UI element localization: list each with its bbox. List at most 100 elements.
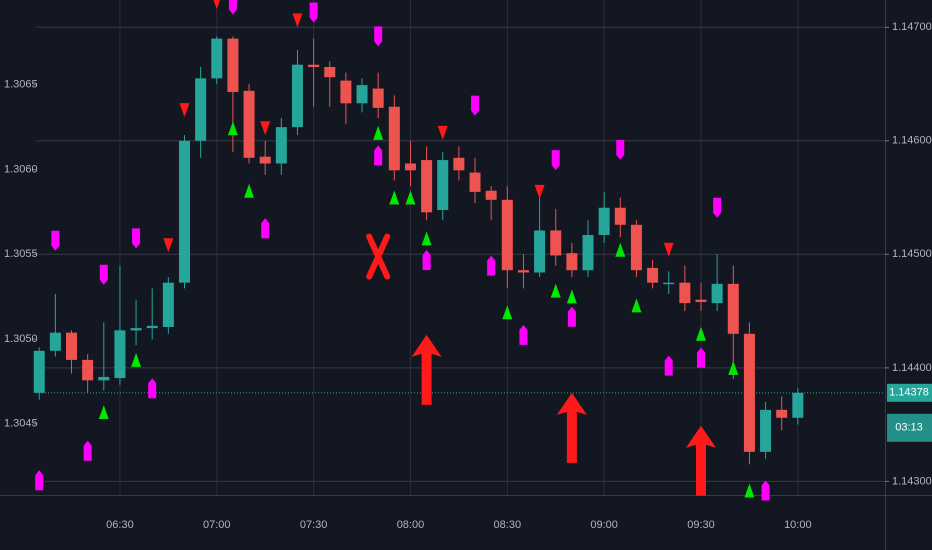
buy-signal [421, 231, 432, 246]
candle-body [275, 127, 287, 164]
pin-signal [35, 470, 44, 491]
candle-body [727, 283, 739, 334]
sell-signal [292, 13, 303, 28]
pin-signal [471, 95, 480, 116]
buy-signal [389, 190, 400, 205]
candle-body [517, 270, 529, 273]
x-tick-label: 07:30 [300, 519, 328, 531]
candle-body [372, 88, 384, 108]
y2-tick-label: 1.3050 [4, 333, 38, 345]
y-tick-label: 1.14600 [892, 135, 932, 147]
cross-signal [366, 233, 391, 280]
candle-body [340, 80, 352, 104]
candle-body [66, 332, 78, 360]
candle-body [550, 230, 562, 256]
candle-body [469, 172, 481, 192]
sell-signal [213, 0, 221, 10]
candle-body [162, 282, 174, 327]
candle-body [501, 199, 513, 271]
candle-body [566, 253, 578, 271]
x-tick-label: 08:00 [397, 519, 425, 531]
pin-signal [696, 347, 705, 368]
pin-signal [713, 197, 722, 218]
y2-tick-label: 1.3065 [4, 79, 38, 91]
y2-tick-label: 1.3060 [4, 163, 38, 175]
pin-signal [148, 378, 157, 399]
candle-body [98, 376, 110, 381]
buy-signal [566, 289, 577, 304]
pin-signal [422, 249, 431, 270]
candle-body [485, 190, 497, 200]
x-tick-label: 06:30 [106, 519, 134, 531]
buy-signal [227, 121, 238, 136]
candle-body [792, 392, 804, 418]
candle-body [259, 156, 271, 164]
buy-signal [744, 483, 755, 498]
candle-body [291, 64, 303, 128]
candle-body [663, 282, 675, 285]
sell-signal [534, 184, 545, 199]
big-arrow [556, 392, 587, 463]
candle-body [630, 224, 642, 271]
sell-signal [663, 242, 674, 257]
y-tick-label: 1.14300 [892, 475, 932, 487]
sell-signal [437, 125, 448, 140]
candle-body [582, 235, 594, 271]
pin-signal [51, 230, 60, 251]
x-tick-label: 08:30 [494, 519, 522, 531]
candle-body [356, 85, 368, 104]
buy-signal [631, 298, 642, 313]
pin-signal [99, 264, 108, 285]
candle-body [711, 283, 723, 304]
big-arrow [411, 334, 442, 405]
candle-body [388, 106, 400, 171]
countdown-label: 03:13 [895, 422, 923, 434]
candle-body [146, 325, 158, 329]
candle-body [437, 160, 449, 211]
pin-signal [761, 480, 770, 501]
candle-body [404, 163, 416, 171]
x-tick-label: 10:00 [784, 519, 812, 531]
buy-signal [615, 242, 626, 257]
pin-signal [261, 218, 270, 239]
sell-signal [260, 121, 271, 136]
buy-signal [405, 190, 416, 205]
candle-body [776, 409, 788, 418]
buy-signal [244, 183, 255, 198]
candle-body [598, 207, 610, 236]
candle-body [195, 78, 207, 141]
pin-signal [228, 0, 237, 15]
y-tick-label: 1.14400 [892, 362, 932, 374]
buy-signal [695, 326, 706, 341]
y-tick-label: 1.14500 [892, 248, 932, 260]
big-arrow [685, 425, 716, 496]
last-price-label: 1.14378 [889, 387, 929, 399]
candle-body [760, 409, 772, 452]
buy-signal [550, 283, 561, 298]
candle-body [243, 90, 255, 158]
candle-body [695, 299, 707, 302]
candle-body [614, 207, 626, 225]
buy-signal [502, 305, 513, 320]
candle-body [534, 230, 546, 273]
x-tick-label: 09:00 [590, 519, 618, 531]
candle-body [178, 140, 190, 283]
candle-body [33, 350, 45, 393]
last-price-box [887, 383, 932, 402]
pin-signal [132, 228, 141, 249]
pin-signal [374, 26, 383, 47]
candle-body [130, 328, 142, 331]
candle-body [743, 333, 755, 452]
candle-body [453, 157, 465, 171]
buy-signal [728, 360, 739, 375]
buy-signal [373, 125, 384, 140]
candle-body [114, 330, 126, 379]
x-tick-label: 07:00 [203, 519, 231, 531]
candle-body [49, 332, 61, 351]
pin-signal [83, 440, 92, 461]
candle-body [211, 38, 223, 79]
pin-signal [567, 306, 576, 327]
sell-signal [163, 238, 174, 253]
